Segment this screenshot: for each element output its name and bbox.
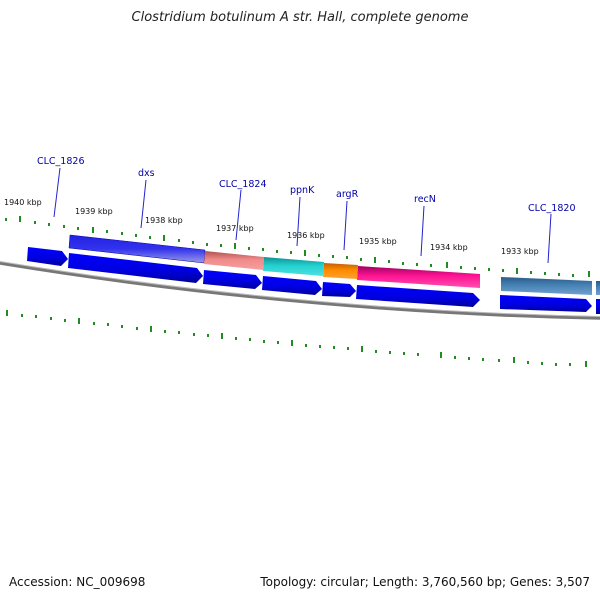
accession-text: Accession: NC_009698 — [9, 575, 146, 589]
cds-arrow[interactable] — [356, 285, 480, 307]
cds-arrow[interactable] — [27, 247, 68, 266]
cds-arrow[interactable] — [262, 276, 322, 295]
kbp-label: 1934 kbp — [430, 243, 468, 252]
gene-argr-bar[interactable] — [323, 263, 358, 279]
gene-label[interactable]: recN — [414, 194, 436, 205]
gene-next-bar[interactable] — [596, 281, 600, 295]
topology-text: Topology: circular; Length: 3,760,560 bp… — [260, 575, 590, 589]
gene-label[interactable]: CLC_1820 — [528, 203, 576, 214]
kbp-label: 1939 kbp — [75, 207, 113, 216]
gene-ppnk-bar[interactable] — [263, 257, 324, 276]
leader-argr — [343, 200, 348, 251]
cds-arrows — [27, 247, 600, 314]
kbp-label: 1937 kbp — [216, 224, 254, 233]
cds-arrow[interactable] — [68, 253, 203, 283]
gene-label[interactable]: ppnK — [290, 185, 315, 196]
leader-clc1824 — [235, 189, 242, 241]
cds-arrow[interactable] — [500, 295, 592, 312]
gene-label[interactable]: dxs — [138, 168, 155, 179]
genome-backbone-highlight — [0, 261, 600, 317]
kbp-label: 1938 kbp — [145, 216, 183, 225]
genome-title: Clostridium botulinum A str. Hall, compl… — [131, 10, 469, 25]
cds-arrow[interactable] — [596, 299, 600, 314]
leader-dxs — [140, 179, 147, 229]
kbp-label: 1936 kbp — [287, 231, 325, 240]
gene-recn-bar[interactable] — [357, 266, 480, 288]
gene-features — [68, 234, 600, 295]
gene-label-leaders — [53, 167, 552, 264]
gene-label[interactable]: argR — [336, 189, 359, 200]
kbp-label: 1933 kbp — [501, 247, 539, 256]
kbp-labels: 1940 kbp 1939 kbp 1938 kbp 1937 kbp 1936… — [4, 198, 539, 256]
gene-clc1820-bar[interactable] — [501, 277, 592, 295]
gene-dxs-bar[interactable] — [68, 234, 206, 264]
leader-clc1826 — [53, 167, 61, 218]
genome-backbone — [0, 261, 600, 320]
leader-ppnk — [296, 196, 301, 247]
lower-tick-row — [6, 310, 587, 367]
gene-labels: CLC_1826 dxs CLC_1824 ppnK argR recN CLC… — [37, 156, 576, 214]
cds-arrow[interactable] — [322, 282, 356, 297]
gene-label[interactable]: CLC_1824 — [219, 179, 267, 190]
upper-tick-row — [5, 216, 590, 277]
kbp-label: 1935 kbp — [359, 237, 397, 246]
gene-clc1824-bar[interactable] — [204, 251, 264, 270]
leader-clc1820 — [547, 213, 552, 264]
kbp-label: 1940 kbp — [4, 198, 42, 207]
leader-recn — [420, 205, 425, 257]
gene-label[interactable]: CLC_1826 — [37, 156, 85, 167]
cds-arrow[interactable] — [203, 270, 262, 289]
